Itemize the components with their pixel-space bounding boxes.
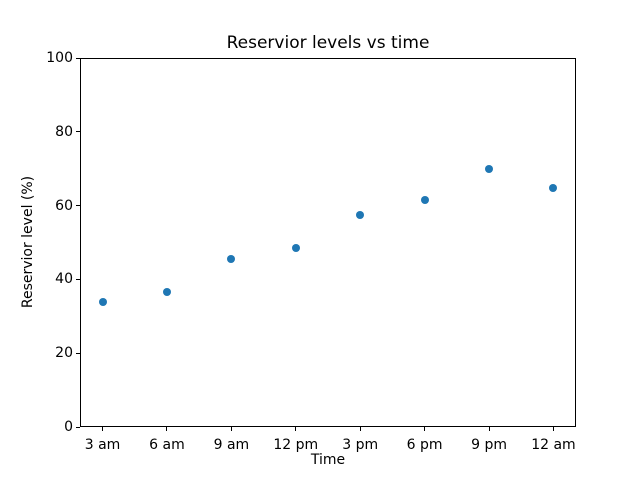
x-tick-label: 12 am [531,437,576,453]
y-tick-label: 0 [64,419,73,435]
x-tick-label: 3 am [84,437,121,453]
plot-area [80,58,576,427]
data-point [356,210,365,219]
x-tick-label: 12 pm [273,437,319,453]
y-tick-label: 20 [55,345,73,362]
y-tick-label: 60 [55,197,73,214]
y-axis-tick [76,205,80,207]
data-point [162,288,171,297]
y-tick-label: 40 [55,271,73,288]
data-point [549,184,558,193]
x-axis-tick [166,427,168,431]
x-axis-label: Time [310,452,346,468]
x-axis-tick [488,427,490,431]
data-point [420,195,429,204]
y-axis-tick [76,352,80,354]
data-point [485,164,494,173]
x-axis-tick [230,427,232,431]
x-tick-label: 3 pm [342,437,379,453]
x-tick-label: 6 am [149,437,185,453]
x-axis-tick [424,427,426,431]
y-axis-label: Reservior level (%) [20,175,36,309]
x-axis-tick [359,427,361,431]
data-point [227,254,236,263]
data-point [291,244,300,253]
y-axis-tick [76,278,80,280]
x-tick-label: 9 am [213,437,250,453]
x-axis-tick [552,427,554,431]
y-axis-tick [76,426,80,428]
y-axis-tick [76,131,80,133]
chart-title: Reservior levels vs time [226,33,430,53]
y-tick-label: 100 [46,50,73,66]
y-axis-tick [76,57,80,59]
x-tick-label: 9 pm [471,437,507,453]
data-point [98,297,107,306]
x-axis-tick [295,427,297,431]
x-tick-label: 6 pm [406,437,443,453]
y-tick-label: 80 [55,123,73,140]
x-axis-tick [102,427,104,431]
